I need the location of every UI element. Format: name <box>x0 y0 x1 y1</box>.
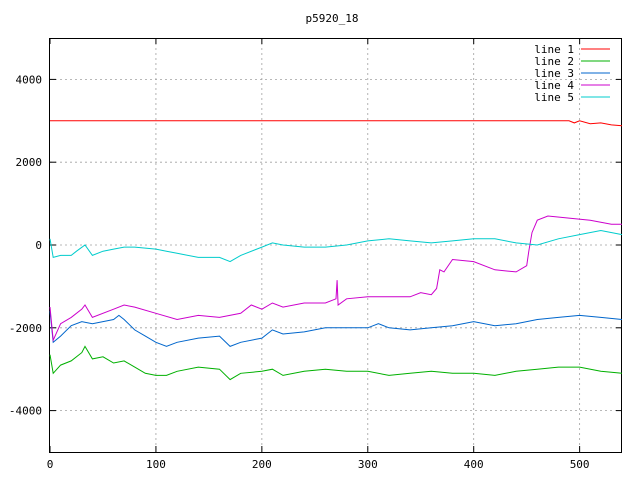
legend-label-3: line 3 <box>534 67 574 80</box>
chart-title: p5920_18 <box>306 12 359 25</box>
series-line-4 <box>49 215 622 343</box>
legend-label-2: line 2 <box>534 55 574 68</box>
y-tick-label: 0 <box>35 239 42 252</box>
series-line-1 <box>50 120 623 127</box>
y-tick-label: 2000 <box>16 156 43 169</box>
series-line-2 <box>49 345 623 381</box>
series-group <box>49 120 623 381</box>
grid <box>50 38 622 452</box>
series-line-3 <box>49 311 623 347</box>
series-line-5 <box>49 229 623 263</box>
legend-label-5: line 5 <box>534 91 574 104</box>
x-tick-label: 500 <box>570 458 590 471</box>
legend-label-4: line 4 <box>534 79 574 92</box>
y-tick-label: 4000 <box>16 73 43 86</box>
y-tick-label: -4000 <box>9 405 42 418</box>
x-tick-label: 400 <box>464 458 484 471</box>
x-tick-label: 0 <box>47 458 54 471</box>
y-tick-label: -2000 <box>9 322 42 335</box>
x-tick-label: 300 <box>358 458 378 471</box>
axis-ticks: 0 100 200 300 400 500 -4000 -2000 0 2000 4000 <box>9 38 622 471</box>
legend-label-1: line 1 <box>534 43 574 56</box>
x-tick-label: 200 <box>252 458 272 471</box>
x-tick-label: 100 <box>146 458 166 471</box>
